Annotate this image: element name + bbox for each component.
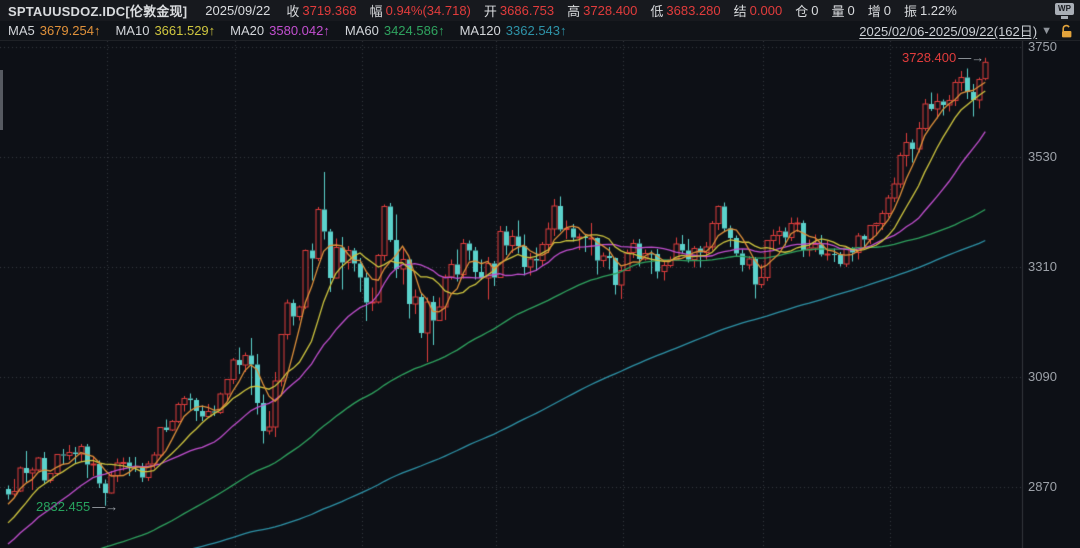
quote-fields: 收 3719.368 幅 0.94%(34.718) 开 3686.753 高 3728.40… — [286, 1, 1055, 20]
y-axis-label-3090: 3090 — [1028, 369, 1057, 384]
y-axis-label-2870: 2870 — [1028, 479, 1057, 494]
chart-area: 3750 3530 3310 3090 2870 3728.400 —→ 2832.455… — [0, 39, 1080, 548]
quote-field-结: 结 0.000 — [733, 3, 783, 19]
ma-item-ma10: MA10 3661.529↑ — [115, 23, 216, 38]
quote-field-低: 低 3683.280 — [650, 3, 721, 19]
quote-field-幅: 幅 0.94%(34.718) — [369, 3, 471, 19]
low-annotation: 2832.455 —→ — [36, 499, 118, 514]
range-label[interactable]: 2025/02/06-2025/09/22(162日) — [859, 24, 1038, 39]
arrow-right-icon: —→ — [958, 49, 985, 65]
quote-field-高: 高 3728.400 — [567, 3, 638, 19]
arrow-right-icon: —→ — [92, 498, 119, 514]
quote-bar: SPTAUUSDOZ.IDC[伦敦金现] 2025/09/22 收 3719.36… — [0, 0, 1080, 21]
ma-item-ma20: MA20 3580.042↑ — [230, 23, 330, 38]
ma-item-ma120: MA120 3362.543↑ — [459, 23, 567, 38]
wp-monitor-icon[interactable]: WP — [1055, 2, 1074, 19]
ma-item-ma60: MA60 3424.586↑ — [344, 23, 445, 38]
ma-legend: MA5 3679.254↑ MA10 3661.529↑ MA20 3580.042↑ MA… — [8, 23, 582, 38]
wp-icon-stand — [1061, 15, 1068, 19]
symbol-title: SPTAUUSDOZ.IDC[伦敦金现] — [8, 4, 188, 19]
y-axis-label-3530: 3530 — [1028, 149, 1057, 164]
high-annotation: 3728.400 —→ — [902, 50, 984, 65]
ma-item-ma5: MA5 3679.254↑ — [8, 23, 101, 38]
left-scrollbar-thumb[interactable] — [0, 70, 3, 130]
quote-field-收: 收 3719.368 — [286, 3, 357, 19]
ma-bar: MA5 3679.254↑ MA10 3661.529↑ MA20 3580.042↑ MA… — [0, 21, 1080, 41]
quote-field-开: 开 3686.753 — [483, 3, 555, 19]
wp-icon-label: WP — [1055, 2, 1074, 15]
low-annotation-value: 2832.455 — [36, 498, 91, 514]
y-axis-label-3310: 3310 — [1028, 259, 1057, 274]
high-annotation-value: 3728.400 — [902, 49, 957, 65]
quote-field-振: 振 1.22% — [903, 3, 957, 19]
y-axis-label-3750: 3750 — [1028, 39, 1057, 54]
candlestick-chart-canvas[interactable] — [0, 41, 1080, 548]
chevron-down-icon[interactable]: ▼ — [1041, 24, 1052, 37]
unlock-icon[interactable] — [1060, 24, 1074, 38]
quote-date: 2025/09/22 — [205, 3, 271, 18]
range-selector[interactable]: 2025/02/06-2025/09/22(162日) ▼ — [859, 21, 1074, 40]
